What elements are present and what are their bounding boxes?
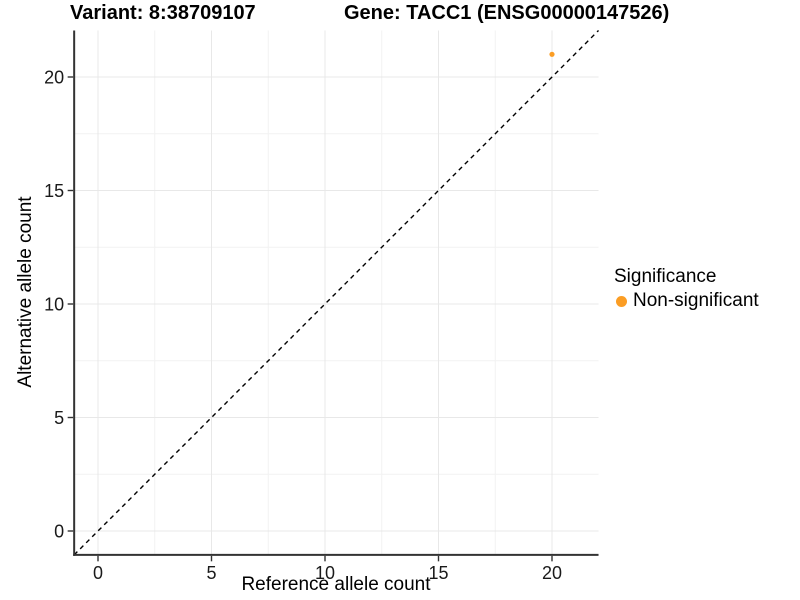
legend-key-dot-icon: [616, 295, 627, 307]
legend: Significance Non-significant: [614, 265, 759, 312]
variant-title: Variant: 8:38709107: [70, 2, 256, 24]
legend-item-label: Non-significant: [633, 290, 759, 311]
x-axis-title: Reference allele count: [241, 574, 431, 595]
data-point: [549, 51, 555, 57]
y-tick-label: 5: [54, 408, 64, 428]
y-tick-label: 10: [44, 295, 64, 315]
y-axis-title: Alternative allele count: [15, 196, 36, 388]
identity-line: [73, 29, 600, 556]
x-tick-label: 0: [93, 563, 103, 583]
legend-item: Non-significant: [614, 290, 759, 312]
gene-title: Gene: TACC1 (ENSG00000147526): [344, 2, 670, 24]
x-tick-label: 20: [542, 563, 562, 583]
y-tick-label: 0: [54, 522, 64, 542]
x-tick-label: 15: [428, 563, 448, 583]
x-tick-label: 5: [206, 563, 216, 583]
y-tick-label: 15: [44, 181, 64, 201]
legend-title: Significance: [614, 266, 717, 287]
x-tick-label: 10: [315, 563, 335, 583]
y-tick-label: 20: [44, 68, 64, 88]
